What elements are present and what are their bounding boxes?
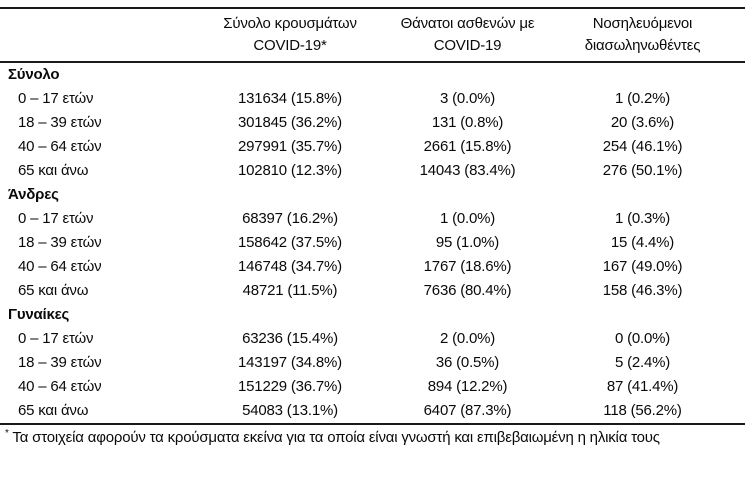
- table-row: 65 και άνω 48721 (11.5%) 7636 (80.4%) 15…: [0, 279, 745, 303]
- deaths-cell: 14043 (83.4%): [419, 162, 516, 179]
- header-separator-rule: [0, 61, 745, 63]
- section-header-row: Σύνολο: [0, 63, 745, 87]
- age-group-label: 18 – 39 ετών: [18, 114, 102, 131]
- deaths-cell: 131 (0.8%): [431, 114, 504, 131]
- age-group-label: 0 – 17 ετών: [18, 210, 94, 227]
- intubated-cell: 118 (56.2%): [603, 402, 682, 419]
- cases-cell: 131634 (15.8%): [238, 90, 342, 107]
- age-group-label: 65 και άνω: [18, 162, 89, 179]
- column-header-intubated-line2: διασωληνωθέντες: [584, 37, 701, 54]
- deaths-cell: 36 (0.5%): [435, 354, 500, 371]
- age-group-label: 18 – 39 ετών: [18, 234, 102, 251]
- column-header-intubated-line1: Νοσηλευόμενοι: [592, 15, 693, 32]
- cases-cell: 48721 (11.5%): [242, 282, 338, 299]
- table-row: 18 – 39 ετών 301845 (36.2%) 131 (0.8%) 2…: [0, 111, 745, 135]
- cases-cell: 102810 (12.3%): [238, 162, 342, 179]
- cases-cell: 151229 (36.7%): [238, 378, 342, 395]
- table-row: 65 και άνω 54083 (13.1%) 6407 (87.3%) 11…: [0, 399, 745, 423]
- section-title: Σύνολο: [8, 66, 60, 83]
- table-row: 0 – 17 ετών 131634 (15.8%) 3 (0.0%) 1 (0…: [0, 87, 745, 111]
- intubated-cell: 0 (0.0%): [614, 330, 671, 347]
- deaths-cell: 7636 (80.4%): [423, 282, 512, 299]
- column-header-deaths-line2: COVID-19: [433, 37, 502, 54]
- age-group-label: 40 – 64 ετών: [18, 258, 102, 275]
- cases-cell: 297991 (35.7%): [238, 138, 342, 155]
- table-row: 40 – 64 ετών 151229 (36.7%) 894 (12.2%) …: [0, 375, 745, 399]
- deaths-cell: 3 (0.0%): [439, 90, 496, 107]
- intubated-cell: 276 (50.1%): [602, 162, 683, 179]
- cases-cell: 301845 (36.2%): [238, 114, 342, 131]
- intubated-cell: 20 (3.6%): [610, 114, 675, 131]
- footnote-text: Τα στοιχεία αφορούν τα κρούσματα εκείνα …: [8, 429, 660, 446]
- deaths-cell: 1767 (18.6%): [423, 258, 512, 275]
- column-header-deaths-line1: Θάνατοι ασθενών με: [400, 15, 535, 32]
- deaths-cell: 1 (0.0%): [439, 210, 496, 227]
- cases-cell: 146748 (34.7%): [238, 258, 342, 275]
- age-group-label: 0 – 17 ετών: [18, 330, 94, 347]
- table-row: 65 και άνω 102810 (12.3%) 14043 (83.4%) …: [0, 159, 745, 183]
- table-row: 18 – 39 ετών 158642 (37.5%) 95 (1.0%) 15…: [0, 231, 745, 255]
- cases-cell: 68397 (16.2%): [242, 210, 338, 227]
- section-header-row: Άνδρες: [0, 183, 745, 207]
- age-group-label: 40 – 64 ετών: [18, 378, 102, 395]
- cases-cell: 158642 (37.5%): [238, 234, 342, 251]
- table-row: 40 – 64 ετών 146748 (34.7%) 1767 (18.6%)…: [0, 255, 745, 279]
- table-row: 0 – 17 ετών 68397 (16.2%) 1 (0.0%) 1 (0.…: [0, 207, 745, 231]
- age-group-label: 65 και άνω: [18, 402, 89, 419]
- column-header-cases-line2: COVID-19*: [253, 37, 327, 54]
- table-body: Σύνολο 0 – 17 ετών 131634 (15.8%) 3 (0.0…: [0, 63, 745, 423]
- footnote-asterisk: *: [5, 428, 9, 439]
- cases-cell: 63236 (15.4%): [242, 330, 338, 347]
- table-header-row: Σύνολο κρουσμάτων COVID-19* Θάνατοι ασθε…: [0, 9, 745, 61]
- deaths-cell: 2661 (15.8%): [423, 138, 512, 155]
- deaths-cell: 894 (12.2%): [427, 378, 508, 395]
- cases-cell: 54083 (13.1%): [242, 402, 338, 419]
- deaths-cell: 2 (0.0%): [439, 330, 496, 347]
- intubated-cell: 167 (49.0%): [602, 258, 683, 275]
- intubated-cell: 158 (46.3%): [602, 282, 683, 299]
- section-header-row: Γυναίκες: [0, 303, 745, 327]
- intubated-cell: 5 (2.4%): [614, 354, 671, 371]
- table-top-rule: [0, 7, 745, 9]
- age-group-label: 0 – 17 ετών: [18, 90, 94, 107]
- deaths-cell: 6407 (87.3%): [423, 402, 512, 419]
- intubated-cell: 1 (0.3%): [614, 210, 671, 227]
- intubated-cell: 87 (41.4%): [606, 378, 679, 395]
- table-row: 40 – 64 ετών 297991 (35.7%) 2661 (15.8%)…: [0, 135, 745, 159]
- intubated-cell: 1 (0.2%): [614, 90, 671, 107]
- age-group-label: 65 και άνω: [18, 282, 89, 299]
- table-row: 0 – 17 ετών 63236 (15.4%) 2 (0.0%) 0 (0.…: [0, 327, 745, 351]
- deaths-cell: 95 (1.0%): [435, 234, 500, 251]
- column-header-cases: Σύνολο κρουσμάτων COVID-19*: [185, 13, 395, 57]
- cases-cell: 143197 (34.8%): [238, 354, 342, 371]
- age-group-label: 40 – 64 ετών: [18, 138, 102, 155]
- age-group-label: 18 – 39 ετών: [18, 354, 102, 371]
- section-title: Άνδρες: [8, 186, 59, 203]
- column-header-deaths: Θάνατοι ασθενών με COVID-19: [395, 13, 540, 57]
- section-title: Γυναίκες: [8, 306, 70, 323]
- footnote: * Τα στοιχεία αφορούν τα κρούσματα εκείν…: [0, 425, 745, 447]
- column-header-cases-line1: Σύνολο κρουσμάτων: [223, 15, 357, 32]
- intubated-cell: 15 (4.4%): [610, 234, 675, 251]
- table-row: 18 – 39 ετών 143197 (34.8%) 36 (0.5%) 5 …: [0, 351, 745, 375]
- intubated-cell: 254 (46.1%): [602, 138, 683, 155]
- column-header-intubated: Νοσηλευόμενοι διασωληνωθέντες: [540, 13, 745, 57]
- footnote-separator-rule: [0, 423, 745, 425]
